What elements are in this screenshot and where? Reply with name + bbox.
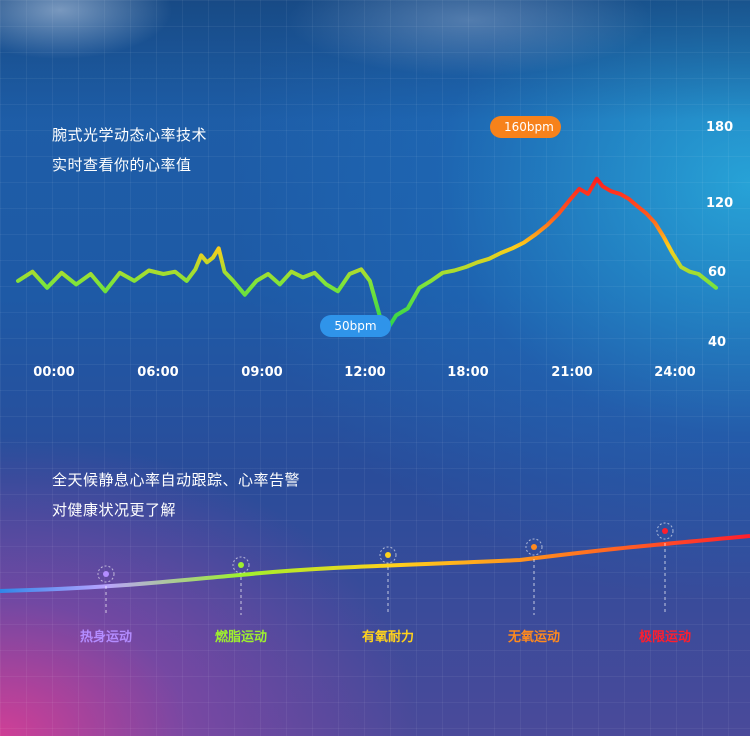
x-tick-0600: 06:00 xyxy=(137,365,179,380)
zone-label-warmup: 热身运动 xyxy=(79,630,133,645)
x-tick-1200: 12:00 xyxy=(344,365,386,380)
min-bpm-badge: 50bpm xyxy=(320,315,391,337)
x-tick-0900: 09:00 xyxy=(241,365,283,380)
headline1-line2: 实时查看你的心率值 xyxy=(52,156,192,174)
zone-label-extreme: 极限运动 xyxy=(638,630,692,645)
zone-marker-aerobic xyxy=(379,546,397,615)
zone-marker-extreme xyxy=(656,522,674,615)
x-tick-1800: 18:00 xyxy=(447,365,489,380)
y-tick-60: 60 xyxy=(708,265,727,280)
header-photo xyxy=(0,0,750,120)
zone-label-fatburn: 燃脂运动 xyxy=(214,630,268,645)
zone-curve xyxy=(0,534,750,593)
y-tick-40: 40 xyxy=(708,335,727,350)
zone-marker-anaerobic xyxy=(525,538,543,615)
headline2-line2: 对健康状况更了解 xyxy=(52,501,177,519)
x-tick-2100: 21:00 xyxy=(551,365,593,380)
headline2-line1: 全天候静息心率自动跟踪、心率告警 xyxy=(52,471,301,489)
zone-marker-warmup xyxy=(97,565,115,615)
x-tick-2400: 24:00 xyxy=(654,365,696,380)
y-tick-120: 120 xyxy=(706,196,734,211)
max-bpm-badge: 160bpm xyxy=(490,116,561,138)
y-tick-180: 180 xyxy=(706,120,734,135)
zone-label-aerobic: 有氧耐力 xyxy=(361,630,415,645)
zone-marker-fatburn xyxy=(232,556,250,615)
zone-label-anaerobic: 无氧运动 xyxy=(507,630,561,645)
x-tick-0000: 00:00 xyxy=(33,365,75,380)
headline1-line1: 腕式光学动态心率技术 xyxy=(52,126,208,144)
